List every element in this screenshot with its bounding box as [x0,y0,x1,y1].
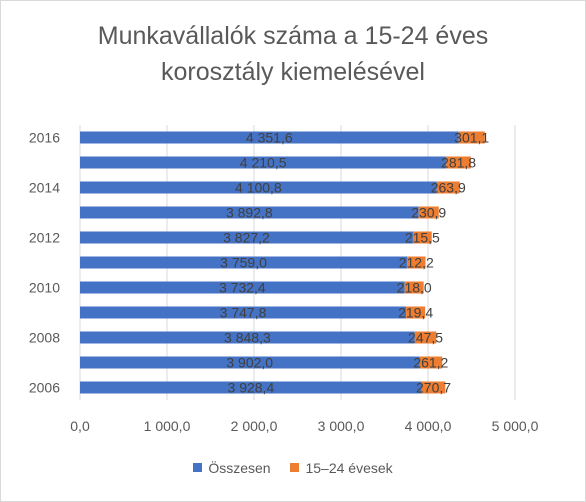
bar-osszesen-2011 [80,256,408,269]
data-label-osszesen-2014: 4 100,8 [235,180,282,196]
data-label-osszesen-2015: 4 210,5 [240,155,287,171]
data-label-15-24-2009: 219,4 [398,305,433,321]
data-label-osszesen-2008: 3 848,3 [224,330,271,346]
data-label-15-24-2014: 263,9 [431,180,466,196]
x-tick-label-4: 4 000,0 [405,418,452,434]
data-label-osszesen-2012: 3 827,2 [223,230,270,246]
bar-osszesen-2015 [80,156,447,169]
data-label-15-24-2012: 215,5 [405,230,440,246]
data-label-15-24-2011: 212,2 [399,255,434,271]
bar-osszesen-2009 [80,306,407,319]
bar-15-24-2011 [407,256,426,269]
bar-15-24-2009 [406,306,426,319]
x-tick-label-5: 5 000,0 [492,418,539,434]
legend-item-osszesen: Összesen [193,459,271,476]
data-label-15-24-2016: 301,1 [454,130,489,146]
chart-title-line2: korosztály kiemelésével [161,58,425,86]
legend-item-15-24: 15–24 évesek [290,459,393,476]
bar-15-24-2010 [404,281,424,294]
chart-title-line1: Munkavállalók száma a 15-24 éves [97,22,489,50]
data-label-15-24-2015: 281,8 [441,155,476,171]
bar-osszesen-2010 [80,281,405,294]
bar-15-24-2008 [414,331,437,344]
y-tick-label-2014: 2014 [29,180,60,196]
data-label-15-24-2007: 261,2 [413,355,448,371]
data-label-osszesen-2007: 3 902,0 [226,355,273,371]
bar-15-24-2013 [418,206,439,219]
bar-15-24-2007 [419,356,443,369]
bar-osszesen-2007 [80,356,420,369]
bar-osszesen-2006 [80,381,422,394]
data-label-osszesen-2009: 3 747,8 [220,305,267,321]
bar-osszesen-2012 [80,231,413,244]
data-label-15-24-2008: 247,5 [408,330,443,346]
legend-swatch-15-24 [290,463,300,472]
y-tick-label-2010: 2010 [29,280,60,296]
bar-15-24-2016 [458,131,485,144]
data-label-15-24-2010: 218,0 [397,280,432,296]
data-label-osszesen-2006: 3 928,4 [228,380,275,396]
data-label-15-24-2006: 270,7 [416,380,451,396]
y-tick-label-2016: 2016 [29,130,60,146]
legend: Összesen 15–24 évesek [0,459,586,476]
y-tick-label-2008: 2008 [29,330,60,346]
data-label-15-24-2013: 230,9 [411,205,446,221]
data-label-osszesen-2010: 3 732,4 [219,280,266,296]
bar-15-24-2006 [421,381,446,394]
bar-osszesen-2014 [80,181,437,194]
bar-15-24-2012 [412,231,432,244]
data-label-osszesen-2011: 3 759,0 [220,255,267,271]
y-tick-label-2012: 2012 [29,230,60,246]
x-tick-label-2: 2 000,0 [231,418,278,434]
legend-swatch-osszesen [193,463,203,472]
legend-label-osszesen: Összesen [208,459,271,476]
bar-15-24-2014 [436,181,460,194]
x-tick-label-0: 0,0 [70,418,90,434]
legend-label-15-24: 15–24 évesek [305,459,393,476]
x-tick-label-3: 3 000,0 [318,418,365,434]
data-label-osszesen-2013: 3 892,8 [226,205,273,221]
bar-osszesen-2016 [80,131,459,144]
data-label-osszesen-2016: 4 351,6 [246,130,293,146]
y-tick-label-2006: 2006 [29,380,60,396]
bar-15-24-2015 [446,156,471,169]
x-tick-label-1: 1 000,0 [144,418,191,434]
bar-osszesen-2013 [80,206,419,219]
bar-osszesen-2008 [80,331,415,344]
